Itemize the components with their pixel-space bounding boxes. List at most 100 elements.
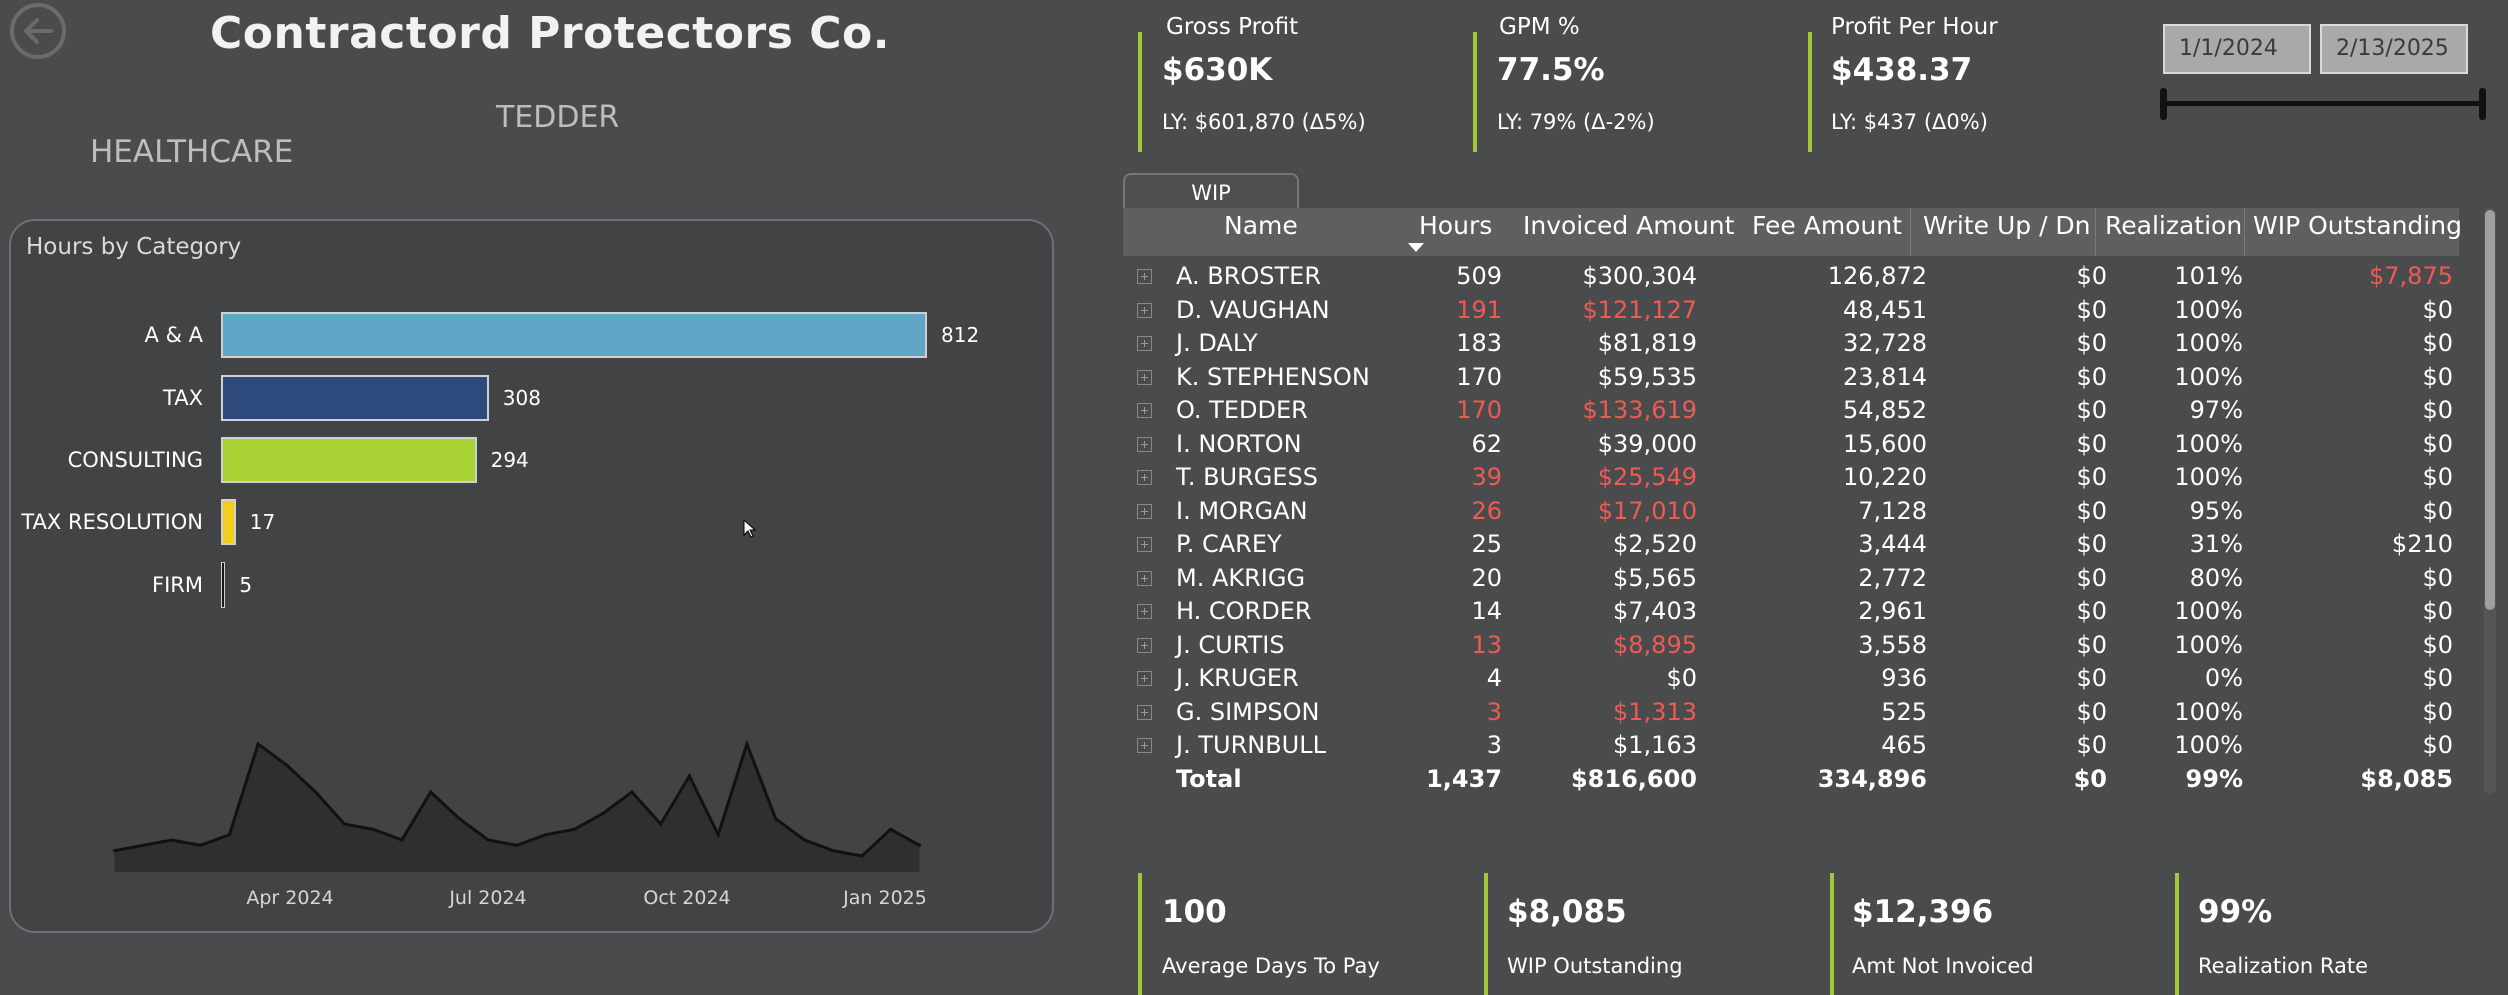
cell-realization: 100% [2174,697,2243,726]
area-data-point[interactable] [716,833,720,837]
area-data-point[interactable] [802,838,806,842]
bar-tax[interactable] [221,375,489,421]
area-data-point[interactable] [659,822,663,826]
area-data-point[interactable] [918,843,921,847]
expand-plus-icon[interactable] [1137,704,1152,720]
bar-consulting[interactable] [221,437,477,483]
expand-plus-icon[interactable] [1137,369,1152,385]
table-row[interactable]: M. AKRIGG 20 $5,565 2,772 $0 80% $0 [1123,564,2459,597]
table-row[interactable]: H. CORDER 14 $7,403 2,961 $0 100% $0 [1123,597,2459,630]
bar-a-and-a[interactable] [221,312,927,358]
area-data-point[interactable] [199,843,203,847]
table-row[interactable]: D. VAUGHAN 191 $121,127 48,451 $0 100% $0 [1123,296,2459,329]
column-header-realization[interactable]: Realization [2105,211,2243,240]
area-data-point[interactable] [400,838,404,842]
cell-write-up: $0 [2076,295,2107,324]
arrow-left-icon [24,18,53,44]
area-data-point[interactable] [544,833,548,837]
end-date-input[interactable]: 2/13/2025 [2320,24,2468,74]
bar-firm[interactable] [221,562,226,608]
expand-plus-icon[interactable] [1137,537,1152,552]
area-data-point[interactable] [429,790,433,794]
cell-hours: 39 [1471,463,1502,491]
expand-plus-icon[interactable] [1137,503,1152,519]
area-data-point[interactable] [687,774,691,778]
table-row[interactable]: O. TEDDER 170 $133,619 54,852 $0 97% $0 [1123,396,2459,429]
filter-label-tedder[interactable]: TEDDER [496,100,620,135]
area-data-point[interactable] [141,843,145,847]
category-label: CONSULTING [67,448,203,472]
area-data-point[interactable] [745,742,749,746]
bar-tax-resolution[interactable] [221,499,236,545]
table-row[interactable]: J. DALY 183 $81,819 32,728 $0 100% $0 [1123,329,2459,362]
tab-wip[interactable]: WIP [1123,173,1299,211]
expand-plus-icon[interactable] [1137,604,1152,619]
column-header-wip-outstanding[interactable]: WIP Outstanding [2253,211,2462,240]
area-data-point[interactable] [889,827,893,831]
area-data-point[interactable] [515,843,519,847]
area-data-point[interactable] [486,838,490,842]
expand-plus-icon[interactable] [1137,269,1152,284]
cell-fee: 54,852 [1843,396,1927,424]
cell-hours: 20 [1471,563,1502,592]
area-data-point[interactable] [860,854,864,858]
start-date-input[interactable]: 1/1/2024 [2163,24,2311,74]
bar-value-label: 294 [490,448,529,472]
area-data-point[interactable] [371,827,375,831]
area-data-point[interactable] [314,790,318,794]
table-scrollbar-thumb[interactable] [2485,210,2495,610]
area-data-point[interactable] [256,742,260,746]
table-row[interactable]: G. SIMPSON 3 $1,313 525 $0 100% $0 [1123,698,2459,731]
cell-realization: 101% [2174,262,2243,290]
expand-plus-icon[interactable] [1137,302,1152,318]
slider-end-handle[interactable] [2479,88,2486,120]
column-header-hours[interactable]: Hours [1419,211,1493,240]
expand-plus-icon[interactable] [1137,336,1152,351]
cell-write-up: $0 [2076,429,2107,458]
area-data-point[interactable] [630,790,634,794]
area-data-point[interactable] [831,849,835,853]
filter-label-healthcare[interactable]: HEALTHCARE [90,134,294,170]
table-row[interactable]: J. TURNBULL 3 $1,163 465 $0 100% $0 [1123,731,2459,764]
expand-plus-icon[interactable] [1137,470,1152,485]
expand-plus-icon[interactable] [1137,637,1152,653]
column-header-name[interactable]: Name [1224,211,1298,240]
hours-trend-area-chart[interactable] [95,700,945,880]
area-data-point[interactable] [457,817,461,821]
column-divider [2095,208,2096,256]
cell-realization: 100% [2174,429,2243,458]
cell-write-up: $0 [2076,530,2107,558]
area-data-point[interactable] [227,833,231,837]
area-data-point[interactable] [342,822,346,826]
expand-plus-icon[interactable] [1137,436,1152,452]
expand-plus-icon[interactable] [1137,738,1152,753]
cell-name: J. DALY [1176,329,1258,357]
area-data-point[interactable] [774,817,778,821]
table-row[interactable]: I. MORGAN 26 $17,010 7,128 $0 95% $0 [1123,497,2459,530]
sort-descending-icon[interactable] [1408,243,1424,252]
area-data-point[interactable] [112,849,116,853]
column-header-write-up[interactable]: Write Up / Dn [1923,211,2091,240]
area-data-point[interactable] [170,838,174,842]
slider-start-handle[interactable] [2160,88,2167,120]
table-row[interactable]: K. STEPHENSON 170 $59,535 23,814 $0 100% $0 [1123,363,2459,396]
column-header-fee[interactable]: Fee Amount [1752,211,1902,240]
column-header-invoiced[interactable]: Invoiced Amount [1523,211,1735,240]
table-row[interactable]: J. CURTIS 13 $8,895 3,558 $0 100% $0 [1123,631,2459,664]
back-button[interactable] [10,3,66,59]
area-data-point[interactable] [572,827,576,831]
table-row[interactable]: I. NORTON 62 $39,000 15,600 $0 100% $0 [1123,430,2459,463]
area-data-point[interactable] [285,763,289,767]
table-row[interactable]: A. BROSTER 509 $300,304 126,872 $0 101% $7,875 [1123,262,2459,295]
kpi-label: Amt Not Invoiced [1852,954,2034,978]
expand-plus-icon[interactable] [1137,403,1152,418]
cell-write-up: $0 [2076,362,2107,391]
table-row[interactable]: T. BURGESS 39 $25,549 10,220 $0 100% $0 [1123,463,2459,496]
expand-plus-icon[interactable] [1137,570,1152,586]
cell-write-up: $0 [2076,463,2107,491]
table-row[interactable]: J. KRUGER 4 $0 936 $0 0% $0 [1123,664,2459,697]
date-range-slider[interactable] [2163,101,2485,106]
table-row[interactable]: P. CAREY 25 $2,520 3,444 $0 31% $210 [1123,530,2459,563]
expand-plus-icon[interactable] [1137,671,1152,686]
area-data-point[interactable] [601,811,605,815]
